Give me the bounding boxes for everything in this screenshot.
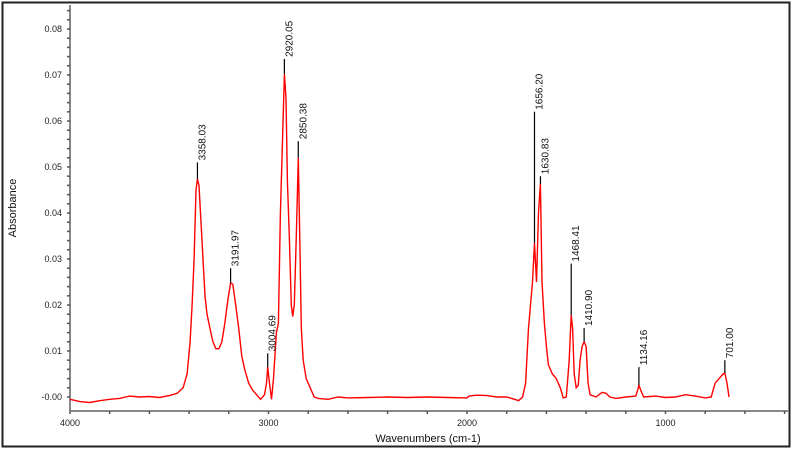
- y-tick-label: 0.08: [44, 24, 62, 34]
- y-tick-label: -0.00: [41, 392, 62, 402]
- peak-label: 3004.69: [268, 315, 279, 352]
- x-tick-label: 2000: [457, 418, 477, 428]
- peak-label: 1630.83: [540, 138, 551, 175]
- y-tick-label: 0.02: [44, 300, 62, 310]
- peak-label: 1134.16: [639, 329, 650, 365]
- peak-label: 1656.20: [534, 73, 545, 110]
- x-tick-label: 3000: [258, 418, 278, 428]
- spectrum-line: [69, 74, 730, 404]
- y-tick-label: 0.06: [44, 116, 62, 126]
- x-tick-label: 1000: [655, 418, 675, 428]
- peak-label: 2850.38: [298, 103, 309, 140]
- peak-label: 3191.97: [231, 230, 242, 267]
- x-axis-label: Wavenumbers (cm-1): [375, 433, 480, 445]
- peak-label: 1410.90: [584, 289, 595, 326]
- peak-label: 701.00: [725, 327, 736, 358]
- peak-label: 1468.41: [571, 225, 582, 262]
- y-tick-label: 0.07: [44, 70, 62, 80]
- outer-frame: [1, 1, 791, 448]
- peak-label: 3358.03: [197, 124, 208, 161]
- peak-label: 2920.05: [284, 20, 295, 57]
- y-tick-label: 0.04: [44, 208, 62, 218]
- y-tick-label: 0.01: [44, 346, 62, 356]
- y-tick-label: 0.05: [44, 162, 62, 172]
- y-tick-label: 0.03: [44, 254, 62, 264]
- x-tick-label: 4000: [60, 418, 80, 428]
- y-axis-label: Absorbance: [7, 179, 19, 238]
